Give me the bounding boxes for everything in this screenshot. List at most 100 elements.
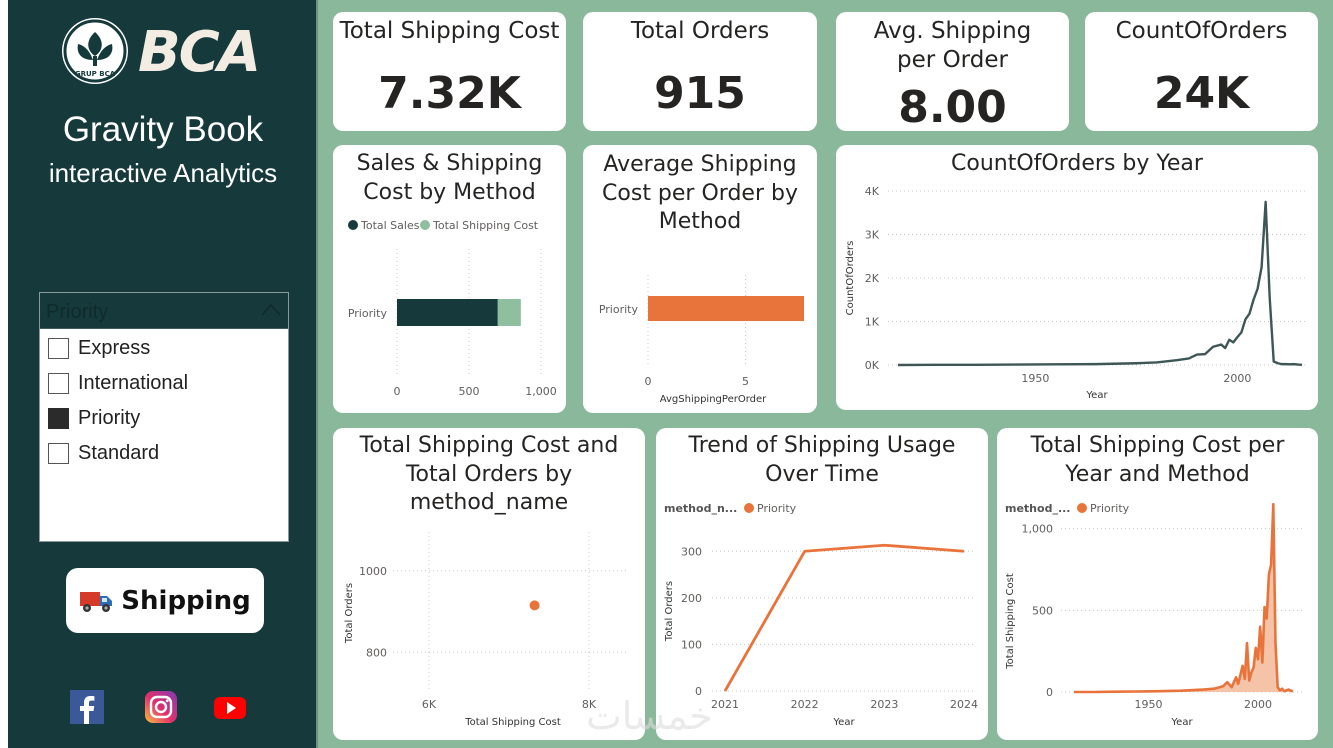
kpi-title: Total Orders <box>630 18 770 44</box>
y-axis-label: Total Orders <box>664 581 675 642</box>
chart-title: Trend of Shipping Usage Over Time <box>688 433 956 487</box>
y-tick-label: 0 <box>1046 686 1053 699</box>
slicer-item-international[interactable]: International <box>48 368 188 398</box>
series-line-priority <box>1074 502 1294 694</box>
bca-wordmark: BCA <box>138 20 261 85</box>
cost-orders-scatter-chart: 800 1000 6K 8K Total Shipping Cost Total Orde… <box>344 532 629 728</box>
x-tick-label: 1950 <box>1134 698 1162 711</box>
chart-card-avg-shipping: Average Shipping Cost per Order by Metho… <box>583 145 817 413</box>
chart-title: CountOfOrders by Year <box>951 151 1203 176</box>
legend-label: Priority <box>1090 502 1130 515</box>
x-tick-label: 1,000 <box>525 385 557 398</box>
y-axis-label: Total Orders <box>344 583 355 644</box>
bar-total-shipping-cost <box>497 299 521 326</box>
y-tick-label: 1,000 <box>1022 523 1054 536</box>
y-axis-label: CountOfOrders <box>845 241 856 316</box>
report-canvas: Total Shipping Cost 7.32K Total Orders 9… <box>318 0 1333 748</box>
kpi-card-total-shipping-cost: Total Shipping Cost 7.32K <box>333 12 566 131</box>
chart-title: Sales & Shipping Cost by Method <box>356 151 543 205</box>
kpi-value: 915 <box>654 68 746 119</box>
y-tick-label: 3K <box>865 229 880 242</box>
truck-icon <box>80 591 113 612</box>
y-tick-label: Priority <box>348 307 388 320</box>
slicer-item-priority[interactable]: Priority <box>48 403 140 433</box>
app-title: Gravity Book <box>62 110 264 149</box>
x-axis-label: AvgShippingPerOrder <box>660 394 767 405</box>
x-tick-label: 0 <box>645 375 652 388</box>
x-tick-label: 2023 <box>870 698 898 711</box>
x-axis-label: Year <box>1085 390 1108 401</box>
legend-marker <box>1077 503 1087 513</box>
legend-marker <box>348 220 358 230</box>
legend-title: method_... <box>1005 502 1070 515</box>
kpi-title: CountOfOrders <box>1115 18 1288 44</box>
x-tick-label: 1950 <box>1021 372 1049 385</box>
series-line-count-of-orders <box>897 200 1303 367</box>
chart-card-cost-orders-scatter: Total Shipping Cost and Total Orders by … <box>333 428 645 740</box>
legend-label: Priority <box>757 502 797 515</box>
kpi-card-total-orders: Total Orders 915 <box>583 12 817 131</box>
series-area-priority <box>1074 504 1293 692</box>
svg-text:GRUP BCA: GRUP BCA <box>75 70 116 78</box>
bar-total-sales <box>397 299 498 326</box>
y-tick-label: 2K <box>865 272 880 285</box>
x-tick-label: 2021 <box>711 698 739 711</box>
x-tick-label: 0 <box>394 385 401 398</box>
y-tick-label: 0K <box>865 359 880 372</box>
checkbox-international[interactable] <box>48 372 69 394</box>
watermark: خمسات <box>586 694 713 738</box>
y-tick-label: 100 <box>681 638 702 651</box>
y-tick-label: 1000 <box>359 565 387 578</box>
y-tick-label: 800 <box>366 646 387 659</box>
slicer-item-standard[interactable]: Standard <box>48 438 159 468</box>
chart-card-sales-shipping: Sales & Shipping Cost by Method 0 500 1,00… <box>333 145 566 413</box>
x-axis-label: Total Shipping Cost <box>464 717 561 728</box>
legend-label: Total Sales <box>360 219 420 232</box>
y-tick-label: Priority <box>599 303 639 316</box>
checkbox-priority[interactable] <box>48 407 69 429</box>
kpi-value: 7.32K <box>378 68 521 119</box>
x-tick-label: 8K <box>582 698 597 711</box>
series-line-priority <box>723 543 965 692</box>
legend-marker <box>744 503 754 513</box>
x-tick-label: 2024 <box>950 698 978 711</box>
legend-marker <box>420 220 430 230</box>
kpi-title: Avg. Shipping per Order <box>873 18 1032 73</box>
x-tick-label: 5 <box>742 375 749 388</box>
chart-title: Average Shipping Cost per Order by Metho… <box>602 152 798 234</box>
sales-shipping-bar-chart: 0 500 1,000 Total Sales Total Shipping Cost P… <box>348 219 557 398</box>
legend-title: method_n... <box>664 502 737 515</box>
avg-shipping-bar-chart: 0 5 AvgShippingPerOrder Priority <box>599 275 804 405</box>
slicer-header[interactable]: Priority <box>40 293 288 329</box>
y-tick-label: 0 <box>695 685 702 698</box>
shipping-button[interactable]: Shipping <box>66 568 264 633</box>
app-subtitle: interactive Analytics <box>48 158 278 188</box>
cost-year-method-area-chart: method_... Priority 0 500 1,000 1950 2000 Year T… <box>1005 502 1303 728</box>
chart-card-cost-year-method: Total Shipping Cost per Year and Method … <box>997 428 1318 740</box>
x-tick-label: 6K <box>422 698 437 711</box>
instagram-icon[interactable] <box>144 690 178 724</box>
facebook-icon[interactable] <box>70 690 104 724</box>
slicer-item-express[interactable]: Express <box>48 333 150 363</box>
chart-title: Total Shipping Cost and Total Orders by … <box>359 433 619 515</box>
method-slicer: Priority Express International Priority … <box>39 292 289 542</box>
sidebar: GRUP BCA BCA Gravity Book interactive An… <box>0 0 318 748</box>
kpi-card-count-of-orders: CountOfOrders 24K <box>1085 12 1318 131</box>
scatter-point <box>529 600 540 611</box>
y-tick-label: 300 <box>681 545 702 558</box>
kpi-title: Total Shipping Cost <box>339 18 560 44</box>
x-tick-label: 2000 <box>1223 372 1251 385</box>
x-tick-label: 2000 <box>1244 698 1272 711</box>
legend-label: Total Shipping Cost <box>432 219 539 232</box>
kpi-value: 8.00 <box>898 82 1007 133</box>
kpi-value: 24K <box>1153 68 1250 119</box>
youtube-icon[interactable] <box>213 690 247 724</box>
checkbox-standard[interactable] <box>48 442 69 464</box>
bar-avg-shipping <box>648 296 804 321</box>
chart-card-orders-by-year: CountOfOrders by Year 0K 1K 2K 3K 4K 1950 2000… <box>836 145 1318 410</box>
slicer-title: Priority <box>46 301 109 323</box>
kpi-card-avg-shipping: Avg. Shipping per Order 8.00 <box>836 12 1069 133</box>
y-tick-label: 500 <box>1032 604 1053 617</box>
checkbox-express[interactable] <box>48 337 69 359</box>
chevron-up-icon[interactable] <box>260 299 282 321</box>
